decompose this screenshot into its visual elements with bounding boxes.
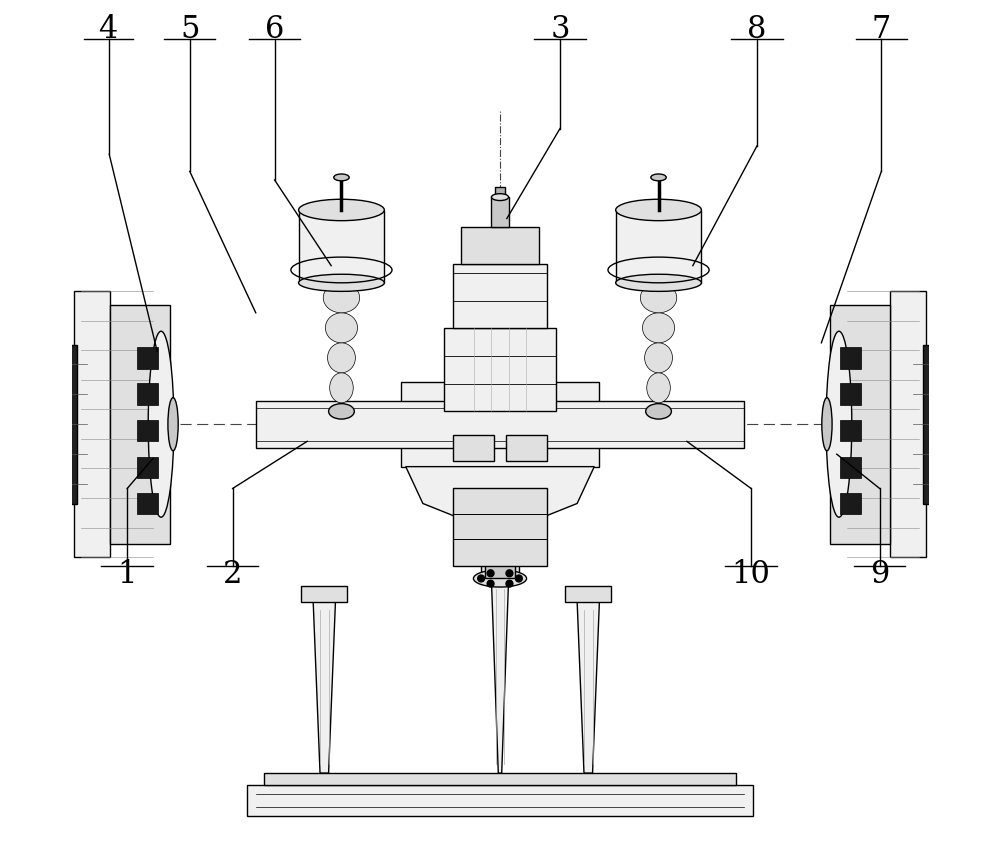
Bar: [923, 345, 939, 504]
Ellipse shape: [168, 398, 178, 451]
Bar: [74, 291, 110, 557]
Bar: [401, 382, 599, 466]
Bar: [890, 291, 926, 557]
Bar: [301, 586, 347, 602]
Text: 4: 4: [98, 15, 117, 45]
Text: 1: 1: [117, 559, 137, 590]
Bar: [137, 493, 158, 514]
Ellipse shape: [822, 398, 832, 451]
Bar: [256, 401, 744, 448]
Bar: [840, 457, 861, 478]
Text: 8: 8: [747, 15, 767, 45]
Bar: [110, 304, 170, 544]
Bar: [495, 187, 505, 197]
Ellipse shape: [491, 194, 509, 201]
Ellipse shape: [328, 343, 355, 373]
Ellipse shape: [329, 404, 354, 419]
Ellipse shape: [640, 283, 677, 313]
Bar: [565, 586, 611, 602]
Bar: [840, 347, 861, 369]
Text: 10: 10: [732, 559, 771, 590]
Text: 2: 2: [223, 559, 242, 590]
Ellipse shape: [330, 373, 353, 403]
Polygon shape: [313, 602, 335, 773]
Bar: [506, 435, 547, 461]
Bar: [453, 264, 547, 328]
Bar: [444, 328, 556, 411]
Ellipse shape: [826, 332, 852, 517]
Bar: [485, 563, 515, 578]
Circle shape: [478, 575, 485, 582]
Bar: [299, 210, 384, 283]
Text: 9: 9: [870, 559, 889, 590]
Ellipse shape: [473, 570, 527, 587]
Circle shape: [515, 575, 522, 582]
Bar: [840, 493, 861, 514]
Bar: [137, 420, 158, 441]
Circle shape: [487, 580, 494, 587]
Bar: [61, 345, 77, 504]
Bar: [616, 210, 701, 283]
Ellipse shape: [645, 343, 672, 373]
Ellipse shape: [651, 174, 666, 181]
Polygon shape: [406, 466, 594, 530]
Bar: [461, 227, 539, 264]
Bar: [453, 435, 494, 461]
Bar: [247, 785, 753, 816]
Ellipse shape: [148, 332, 174, 517]
Bar: [830, 304, 890, 544]
Polygon shape: [577, 602, 599, 773]
Bar: [137, 457, 158, 478]
Text: 3: 3: [550, 15, 570, 45]
Bar: [453, 488, 547, 566]
Bar: [840, 420, 861, 441]
Ellipse shape: [325, 313, 358, 343]
Bar: [840, 383, 861, 405]
Text: 6: 6: [265, 15, 284, 45]
Ellipse shape: [616, 200, 701, 221]
Ellipse shape: [646, 404, 671, 419]
Circle shape: [487, 570, 494, 577]
Ellipse shape: [647, 373, 670, 403]
Bar: [481, 565, 519, 580]
Ellipse shape: [616, 274, 701, 291]
Circle shape: [506, 580, 513, 587]
Circle shape: [506, 570, 513, 577]
Ellipse shape: [299, 274, 384, 291]
Ellipse shape: [299, 200, 384, 221]
Ellipse shape: [334, 174, 349, 181]
Text: 7: 7: [872, 15, 891, 45]
Text: 5: 5: [180, 15, 200, 45]
Bar: [264, 773, 736, 785]
Bar: [491, 197, 509, 227]
Bar: [137, 383, 158, 405]
Ellipse shape: [642, 313, 675, 343]
Bar: [137, 347, 158, 369]
Ellipse shape: [323, 283, 360, 313]
Polygon shape: [491, 580, 509, 773]
